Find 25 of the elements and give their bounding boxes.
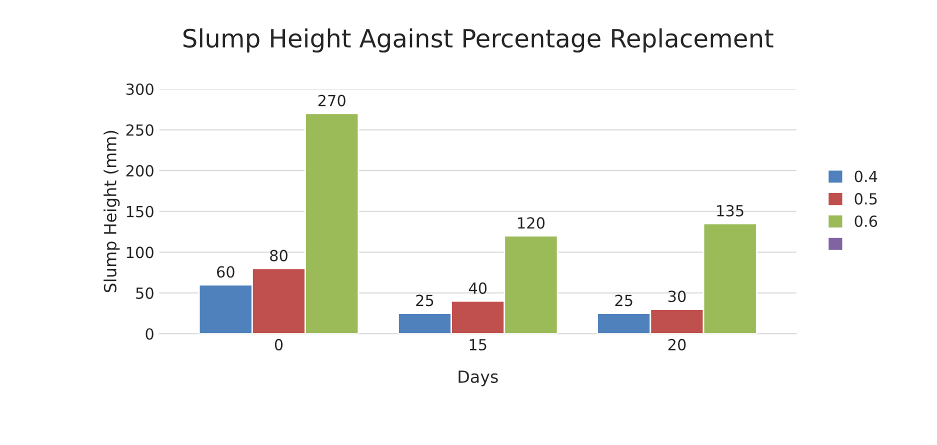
y-tick-label: 200 <box>126 165 154 177</box>
data-label: 30 <box>668 290 686 302</box>
y-tick-label: 250 <box>126 124 154 136</box>
data-label: 60 <box>217 266 234 278</box>
data-label: 25 <box>615 294 632 306</box>
y-axis-title: Slump Height (mm) <box>104 130 120 292</box>
y-tick-label: 150 <box>126 206 154 218</box>
data-label: 80 <box>270 250 288 262</box>
data-label: 270 <box>318 94 346 106</box>
legend-label: 0.5 <box>854 193 877 205</box>
chart-title: Slump Height Against Percentage Replacement <box>183 28 774 53</box>
x-tick-label: 0 <box>274 338 283 350</box>
y-tick-label: 0 <box>146 328 154 340</box>
data-label: 120 <box>518 217 545 229</box>
x-tick-label: 20 <box>668 338 686 350</box>
y-tick-label: 100 <box>126 246 154 258</box>
data-label: 25 <box>416 294 434 306</box>
y-tick-label: 300 <box>126 83 154 96</box>
x-tick-label: 15 <box>470 339 486 350</box>
legend-label: 0.6 <box>854 215 878 228</box>
data-label: 135 <box>717 204 744 216</box>
y-tick-label: 50 <box>136 287 154 299</box>
data-label: 40 <box>468 282 487 294</box>
legend-label: 0.4 <box>854 170 878 182</box>
x-axis-title: Days <box>458 370 498 386</box>
